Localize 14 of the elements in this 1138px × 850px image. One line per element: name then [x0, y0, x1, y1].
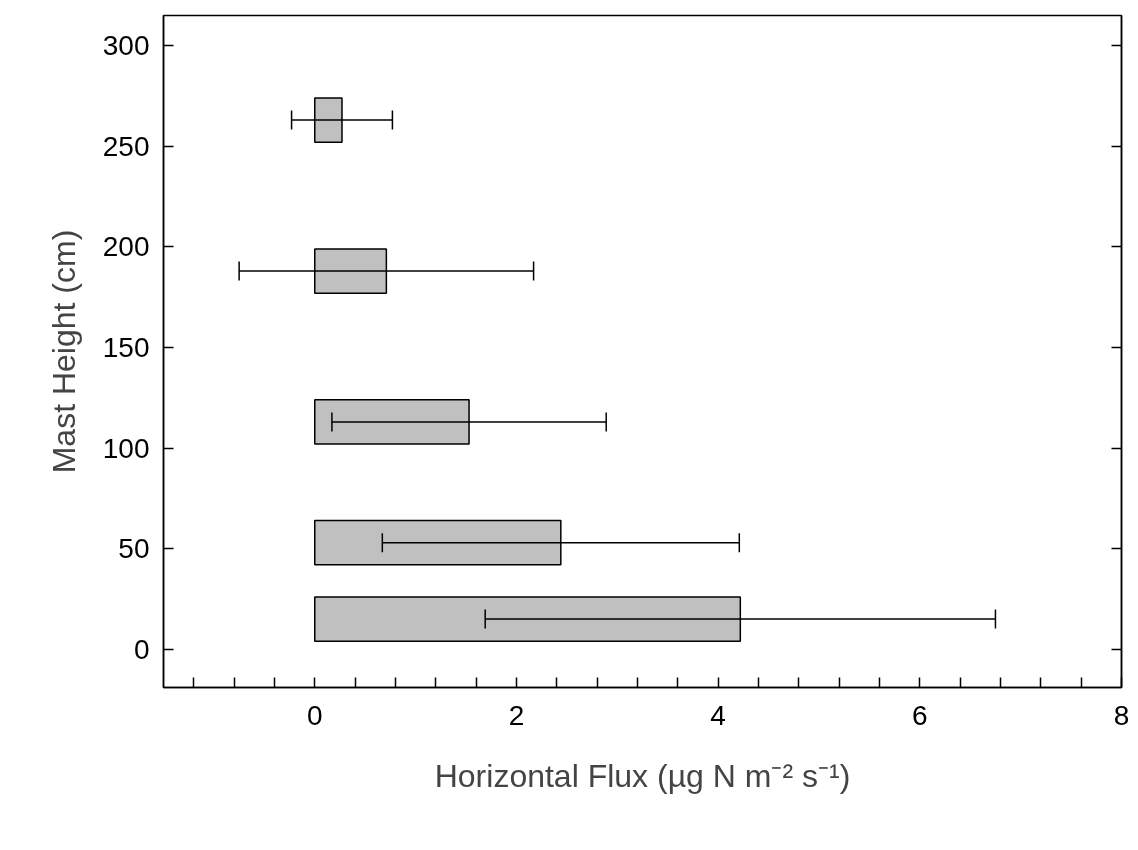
y-axis-title: Mast Height (cm): [45, 229, 82, 474]
x-tick-label: 2: [508, 699, 525, 731]
y-tick-label: 150: [102, 331, 150, 363]
y-tick-label: 300: [102, 30, 150, 62]
y-tick-label: 0: [133, 633, 150, 665]
x-tick-label: 4: [710, 699, 726, 731]
x-axis-title: Horizontal Flux (µg N m⁻² s⁻¹): [434, 757, 851, 794]
x-tick-label: 8: [1113, 699, 1130, 731]
x-tick-label: 6: [912, 699, 928, 731]
y-tick-label: 200: [102, 231, 150, 263]
y-tick-label: 250: [102, 130, 150, 162]
y-tick-label: 50: [118, 533, 150, 565]
y-tick-label: 100: [102, 432, 150, 464]
x-tick-label: 0: [306, 699, 323, 731]
